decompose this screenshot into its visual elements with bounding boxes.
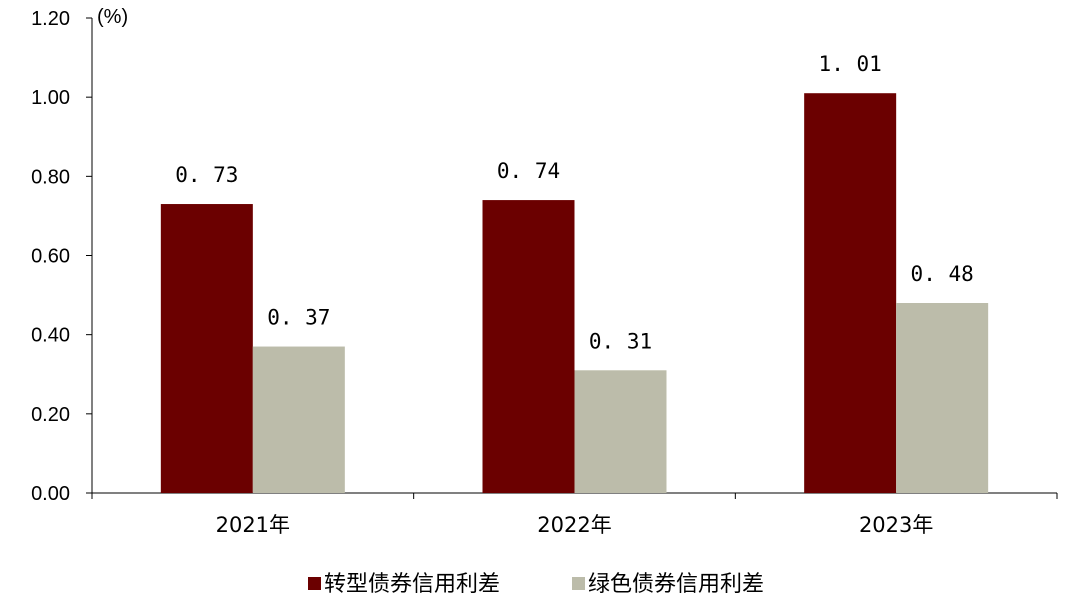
bar-value-label: 0. 73	[175, 163, 238, 187]
bar-series-2	[252, 346, 345, 493]
y-tick-label: 0.20	[31, 404, 70, 426]
bar-value-label: 0. 48	[911, 262, 974, 286]
legend-label: 绿色债券信用利差	[588, 572, 764, 597]
bar-series-1	[160, 204, 253, 493]
legend: 转型债券信用利差 绿色债券信用利差	[308, 572, 764, 597]
bar-value-label: 0. 31	[589, 329, 652, 353]
bar-series-1	[804, 93, 897, 493]
legend-label: 转型债券信用利差	[324, 572, 500, 597]
y-tick-label: 1.00	[31, 87, 70, 109]
legend-swatch	[308, 577, 321, 590]
data-labels: 0. 73 0. 74 1. 01 0. 37 0. 31 0. 48	[175, 52, 974, 353]
bar-value-label: 0. 74	[497, 159, 560, 183]
bar-series-2	[896, 303, 989, 493]
y-axis-unit-label: (%)	[97, 6, 128, 28]
legend-swatch	[572, 577, 585, 590]
bar-series-1	[482, 200, 575, 494]
x-category-label: 2021年	[216, 513, 290, 537]
bar-value-label: 0. 37	[267, 306, 330, 330]
y-axis: 0.00 0.20 0.40 0.60 0.80 1.00 1.20	[31, 8, 93, 505]
y-tick-label: 1.20	[31, 8, 70, 30]
bars	[160, 93, 989, 494]
y-tick-label: 0.00	[31, 483, 70, 505]
y-tick-label: 0.40	[31, 325, 70, 347]
y-tick-label: 0.60	[31, 246, 70, 268]
bar-value-label: 1. 01	[819, 52, 882, 76]
x-category-label: 2023年	[859, 513, 933, 537]
bar-series-2	[574, 370, 667, 493]
x-category-label: 2022年	[537, 513, 611, 537]
x-axis: 2021年 2022年 2023年	[91, 492, 1058, 537]
y-tick-label: 0.80	[31, 166, 70, 188]
